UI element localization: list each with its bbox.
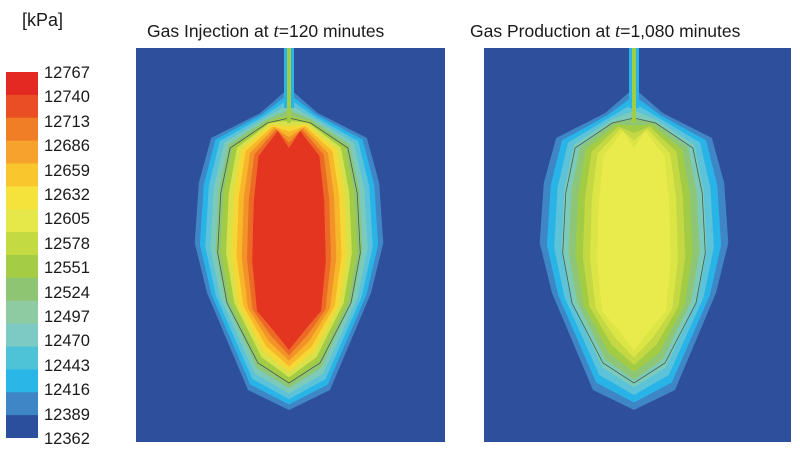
- legend-value-label: 12659: [44, 161, 90, 180]
- legend-value-label: 12686: [44, 137, 90, 156]
- production-panel-title: Gas Production at t=1,080 minutes: [470, 21, 740, 43]
- legend-value-label: 12470: [44, 332, 90, 351]
- contour-outline-line: [217, 117, 361, 384]
- contour-band: [597, 131, 671, 350]
- wellbore-core: [632, 48, 636, 123]
- legend-value-label: 12767: [44, 64, 90, 82]
- legend-value-label: 12524: [44, 283, 90, 302]
- injection-title-variable: t: [273, 21, 279, 42]
- legend-value-label: 12416: [44, 381, 90, 400]
- injection-contour-svg: [136, 48, 445, 442]
- production-pressure-contour-plot: [484, 48, 791, 442]
- legend-value-label: 12713: [44, 112, 90, 131]
- legend-swatch: [6, 232, 38, 256]
- injection-title-prefix: Gas Injection at: [147, 21, 274, 41]
- color-scale-swatches: [6, 72, 38, 438]
- wellbore-core: [287, 48, 291, 123]
- legend-swatch: [6, 255, 38, 279]
- legend-value-label: 12578: [44, 234, 90, 253]
- legend-value-label: 12551: [44, 259, 90, 278]
- legend-swatch: [6, 117, 38, 142]
- legend-value-label: 12740: [44, 88, 90, 107]
- legend-value-label: 12362: [44, 430, 90, 448]
- legend-value-label: 12497: [44, 308, 90, 326]
- unit-label: [kPa]: [22, 10, 64, 30]
- legend-value-label: 12443: [44, 356, 90, 375]
- color-scale-legend: 12767 12740 12713 12686 12659 12632 12605 12578…: [6, 64, 136, 448]
- legend-swatch: [6, 209, 38, 233]
- legend-swatch: [6, 392, 38, 416]
- legend-swatch: [6, 300, 38, 325]
- injection-pressure-contour-plot: [136, 48, 445, 442]
- production-title-variable: t: [614, 21, 621, 42]
- injection-panel-title: Gas Injection at t=120 minutes: [147, 21, 384, 43]
- legend-swatch: [6, 369, 38, 393]
- legend-swatch: [6, 346, 38, 370]
- legend-swatch: [6, 186, 38, 210]
- legend-value-label: 12605: [44, 210, 90, 229]
- legend-value-label: 12389: [44, 405, 90, 424]
- legend-value-label: 12632: [44, 186, 90, 204]
- legend-swatch: [6, 140, 38, 165]
- legend-swatch: [6, 94, 38, 119]
- legend-swatch: [6, 323, 38, 348]
- production-title-suffix: =1,080 minutes: [620, 21, 741, 41]
- legend-swatch: [6, 72, 38, 96]
- contour-outline-line: [562, 117, 706, 384]
- production-title-prefix: Gas Production at: [470, 21, 615, 41]
- legend-swatch: [6, 163, 38, 187]
- injection-title-suffix: =120 minutes: [278, 21, 385, 41]
- legend-swatch: [6, 277, 38, 302]
- contour-band: [252, 131, 326, 350]
- production-contour-svg: [484, 48, 791, 442]
- legend-swatch: [6, 415, 38, 438]
